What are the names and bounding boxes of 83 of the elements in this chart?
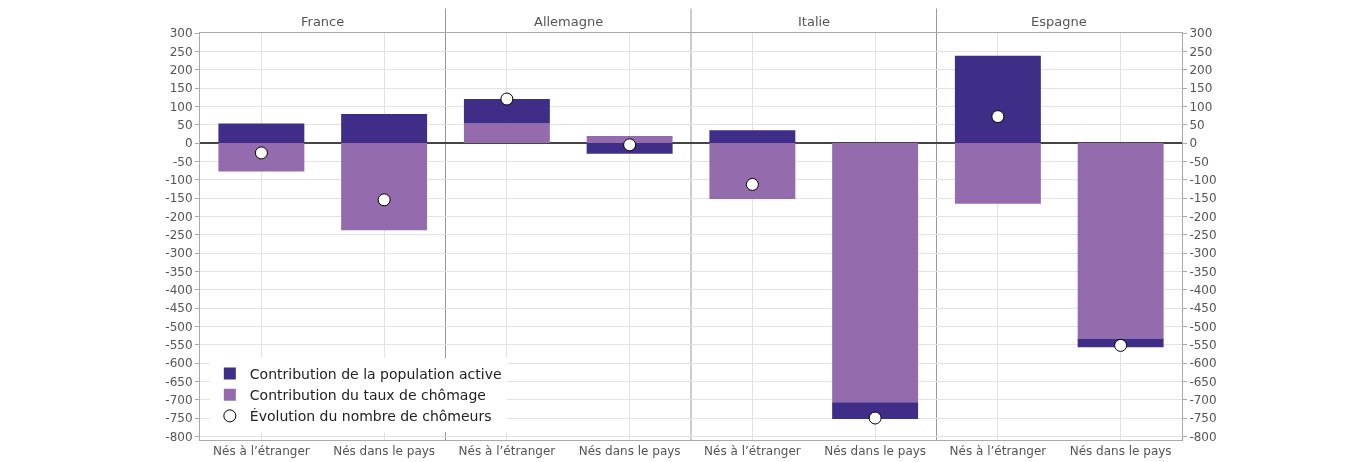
y2-tick-label: -100 xyxy=(1189,172,1217,187)
y-tick-label: -750 xyxy=(165,411,193,426)
y-tick-label: 300 xyxy=(169,26,193,41)
y2-tick-label: -450 xyxy=(1189,301,1217,316)
point xyxy=(377,193,391,207)
bar xyxy=(218,123,305,143)
bar xyxy=(832,402,919,420)
y-tick-label: 50 xyxy=(177,117,193,132)
y-tick-label: -800 xyxy=(165,429,193,444)
bar xyxy=(709,143,796,200)
bar xyxy=(954,143,1041,204)
y2-tick-label: -350 xyxy=(1189,264,1217,279)
point xyxy=(745,177,759,191)
y-tick-label: -350 xyxy=(165,264,193,279)
bar xyxy=(463,123,550,143)
legend-label: Contribution du taux de chômage xyxy=(249,387,486,404)
point xyxy=(868,411,882,425)
y-tick-label: -150 xyxy=(165,191,193,206)
y2-tick-label: -750 xyxy=(1189,411,1217,426)
bar xyxy=(1077,143,1164,339)
bar xyxy=(954,55,1041,143)
text: Italie xyxy=(798,14,831,29)
y2-tick-label: 150 xyxy=(1189,81,1213,96)
y2-tick-label: 100 xyxy=(1189,99,1213,114)
text: France xyxy=(301,14,345,29)
y-tick-label: -600 xyxy=(165,356,193,371)
y2-tick-label: -650 xyxy=(1189,374,1217,389)
y2-tick-label: -200 xyxy=(1189,209,1217,224)
y2-tick-label: -700 xyxy=(1189,392,1217,407)
y2-tick-label: 0 xyxy=(1189,136,1198,151)
y2-tick-label: -500 xyxy=(1189,319,1217,334)
point xyxy=(254,146,268,160)
point xyxy=(1114,338,1128,352)
y-tick-label: 250 xyxy=(169,44,193,59)
bar xyxy=(709,130,796,143)
bar xyxy=(832,143,919,403)
y2-tick-label: -400 xyxy=(1189,282,1217,297)
y2-tick-label: -550 xyxy=(1189,337,1217,352)
y-tick-label: 0 xyxy=(184,136,193,151)
y-tick-label: -400 xyxy=(165,282,193,297)
x-tick-label: Nés à l’étranger xyxy=(704,444,801,459)
bar xyxy=(586,136,673,143)
point xyxy=(991,110,1005,124)
legend-label: Évolution du nombre de chômeurs xyxy=(249,408,492,425)
y-tick-label: -300 xyxy=(165,246,193,261)
y2-tick-label: -800 xyxy=(1189,429,1217,444)
x-tick-label: Nés à l’étranger xyxy=(458,444,556,459)
x-tick-label: Nés à l’étranger xyxy=(213,444,310,459)
y2-tick-label: -50 xyxy=(1189,154,1210,169)
y2-tick-label: 250 xyxy=(1189,44,1213,59)
x-tick-label: Nés dans le pays xyxy=(333,444,436,459)
bar xyxy=(218,143,305,172)
y-tick-label: -250 xyxy=(165,227,193,242)
y2-tick-label: -600 xyxy=(1189,356,1217,371)
y-tick-label: 200 xyxy=(169,62,193,77)
y2-tick-label: -250 xyxy=(1189,227,1217,242)
y-tick-label: -500 xyxy=(165,319,193,334)
y-tick-label: 100 xyxy=(169,99,193,114)
bar xyxy=(463,99,550,124)
x-tick-label: Nés dans le pays xyxy=(578,444,681,459)
y-tick-label: -550 xyxy=(165,337,193,352)
x-tick-label: Nés dans le pays xyxy=(1069,444,1172,459)
point xyxy=(623,138,637,152)
y2-tick-label: 50 xyxy=(1189,117,1205,132)
y-tick-label: 150 xyxy=(169,81,193,96)
bar xyxy=(341,143,428,231)
text: Allemagne xyxy=(534,14,604,29)
x-tick-label: Nés à l’étranger xyxy=(949,444,1047,459)
y-tick-label: -450 xyxy=(165,301,193,316)
text: Espagne xyxy=(1031,14,1087,29)
y2-tick-label: 200 xyxy=(1189,62,1213,77)
y-tick-label: -50 xyxy=(172,154,193,169)
y-tick-label: -700 xyxy=(165,392,193,407)
y2-tick-label: -150 xyxy=(1189,191,1217,206)
y2-tick-label: 300 xyxy=(1189,26,1213,41)
point xyxy=(500,92,514,106)
x-tick-label: Nés dans le pays xyxy=(824,444,927,459)
bar xyxy=(341,114,428,143)
legend-label: Contribution de la population active xyxy=(249,365,502,382)
y-tick-label: -200 xyxy=(165,209,193,224)
y-tick-label: -650 xyxy=(165,374,193,389)
y2-tick-label: -300 xyxy=(1189,246,1217,261)
y-tick-label: -100 xyxy=(165,172,193,187)
